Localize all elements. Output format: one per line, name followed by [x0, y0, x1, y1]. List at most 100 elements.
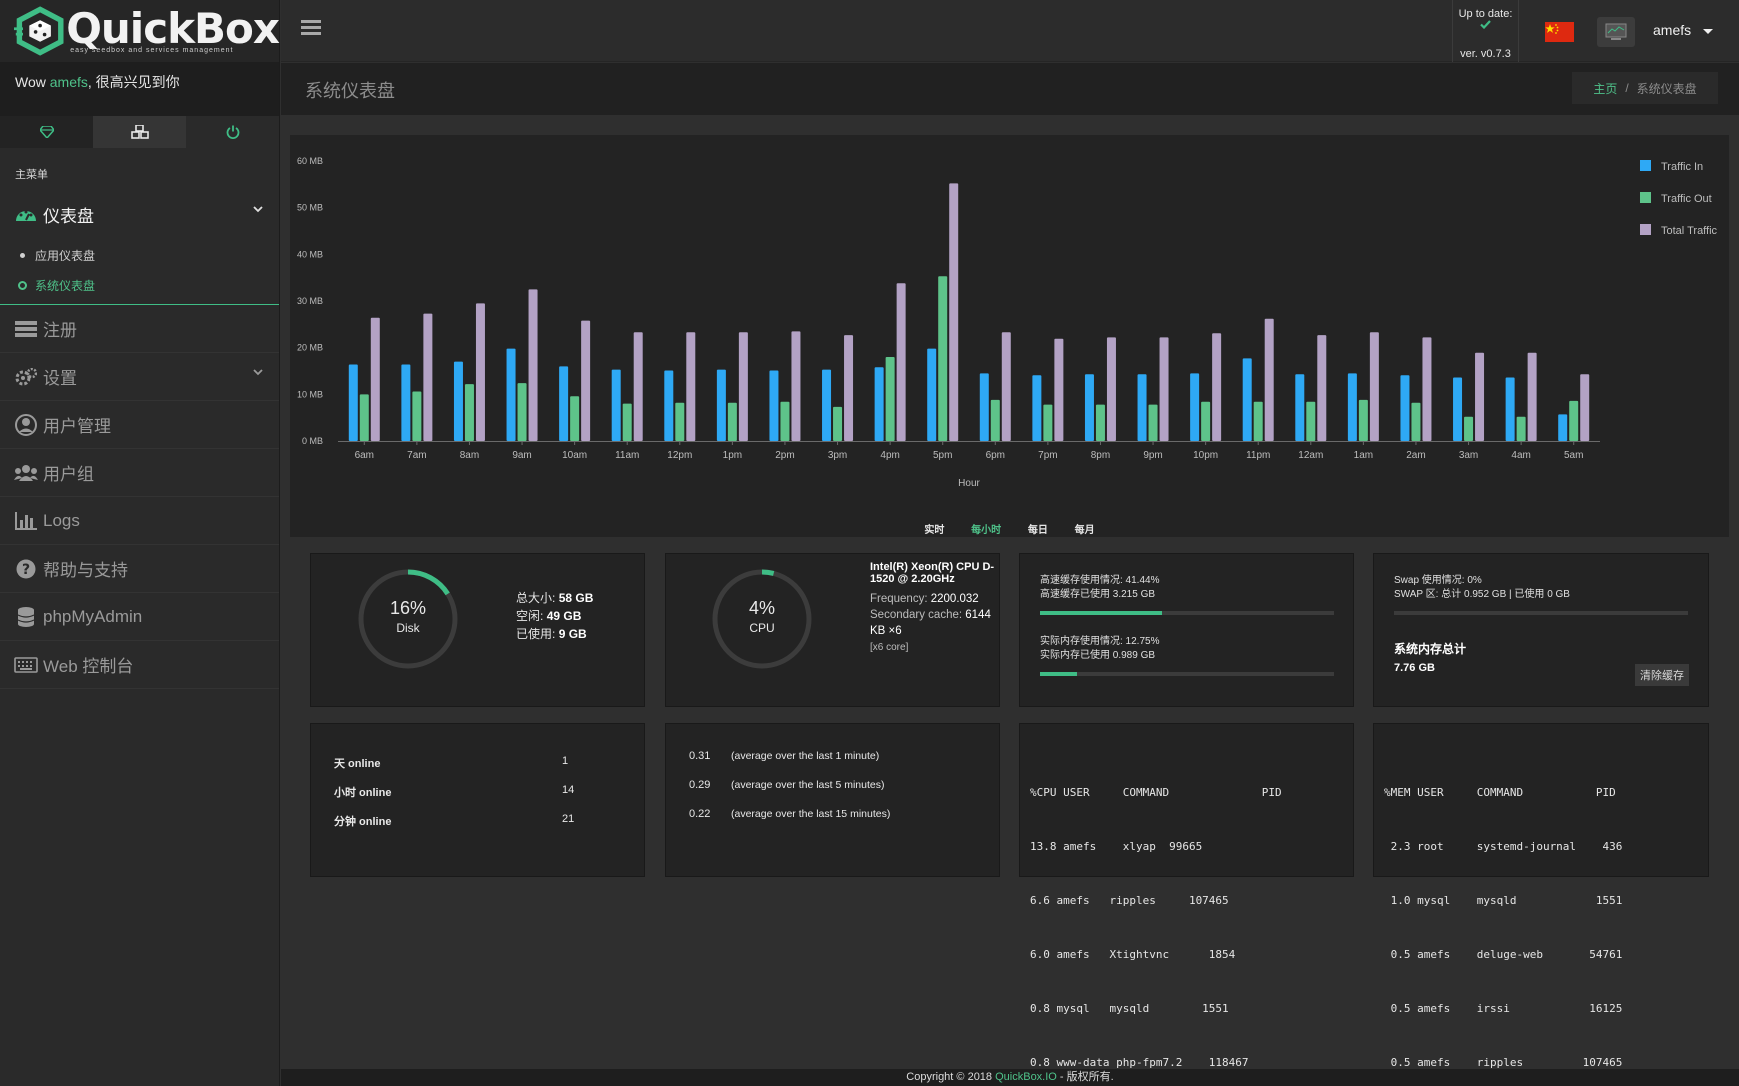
chart-bar: [844, 335, 854, 441]
cache-usage: 高速缓存使用情况: 41.44%: [1040, 575, 1160, 586]
mem-process-row: 0.5 amefs deluge-web 54761: [1384, 948, 1623, 961]
chart-bar: [1453, 377, 1463, 441]
menu-toggle-icon[interactable]: [301, 20, 321, 36]
chart-bar: [1505, 377, 1515, 441]
welcome-username[interactable]: amefs: [49, 74, 88, 90]
sidebar-item-phpmyadmin[interactable]: phpMyAdmin: [0, 593, 279, 641]
chart-bar: [727, 402, 737, 441]
chart-bar: [896, 283, 906, 441]
disk-free-label: 空闲:: [516, 609, 544, 623]
sidebar-item-user-management[interactable]: 用户管理: [0, 401, 279, 449]
chart-bar: [949, 183, 959, 441]
chart-bar: [453, 361, 463, 441]
sidebar-tab-bar: [0, 116, 279, 148]
chart-bar: [1106, 337, 1116, 441]
tab-logout[interactable]: [186, 116, 279, 148]
chart-bar: [1190, 373, 1200, 441]
sidebar-item-web-console[interactable]: Web 控制台: [0, 641, 279, 689]
tab-monthly[interactable]: 每月: [1074, 525, 1095, 536]
chart-period-tabs: 实时 每小时 每日 每月: [290, 521, 1729, 536]
caret-down-icon: [1703, 29, 1714, 34]
x-tick-label: 7am: [407, 450, 426, 461]
sidebar-item-label: 设置: [43, 369, 77, 388]
tab-hourly[interactable]: 每小时: [971, 525, 1002, 536]
tab-realtime[interactable]: 实时: [924, 525, 945, 536]
users-icon: [14, 463, 38, 483]
x-tick-label: 11am: [615, 450, 639, 461]
cpu-details: Frequency: 2200.032 Secondary cache: 614…: [870, 591, 995, 656]
swap-usage-bar: [1394, 611, 1688, 615]
welcome-message: Wow amefs, 很高兴见到你: [0, 62, 279, 116]
mem-process-row: 0.5 amefs ripples 107465: [1384, 1056, 1623, 1069]
sidebar-item-label: 帮助与支持: [43, 561, 128, 580]
x-tick-label: 6am: [355, 450, 374, 461]
bullet-active-icon: [18, 280, 27, 290]
breadcrumb-home[interactable]: 主页: [1593, 81, 1618, 96]
chart-bar: [885, 357, 895, 441]
cpu-label: CPU: [749, 621, 775, 635]
online-value-day: 1: [562, 755, 569, 767]
sidebar-item-dashboard[interactable]: 仪表盘: [0, 190, 279, 238]
system-monitor-button[interactable]: [1597, 17, 1635, 47]
chart-bar: [559, 366, 569, 441]
subitem-label: 系统仪表盘: [35, 278, 96, 293]
chart-bar: [1264, 318, 1274, 441]
sidebar-item-user-groups[interactable]: 用户组: [0, 449, 279, 497]
footer-link[interactable]: QuickBox.IO: [995, 1071, 1057, 1083]
chart-bar: [1253, 401, 1263, 441]
sidebar-item-logs[interactable]: Logs: [0, 497, 279, 545]
x-tick-label: 10am: [562, 450, 587, 461]
x-tick-label: 1pm: [723, 450, 742, 461]
chart-bar: [979, 373, 989, 441]
legend-swatch: [1640, 192, 1651, 203]
disk-panel: 16% Disk 总大小: 58 GB 空闲: 49 GB 已使用: 9 GB: [310, 553, 645, 707]
sidebar-item-label: phpMyAdmin: [43, 606, 143, 626]
sidebar: QuickBox easy seedbox and services manag…: [0, 0, 280, 1086]
real-mem-used: 实际内存已使用 0.989 GB: [1040, 650, 1156, 661]
chart-bar: [927, 348, 937, 441]
traffic-chart-panel: 0 MB 10 MB 20 MB 30 MB 40 MB 50 MB 60 MB 6am 7am…: [290, 135, 1729, 537]
x-tick-label: 4pm: [880, 450, 899, 461]
chart-bar: [506, 348, 516, 441]
online-value-hour: 14: [562, 784, 575, 796]
user-dropdown[interactable]: amefs: [1653, 22, 1714, 38]
cpu-process-row: 13.8 amefs xlyap 99665: [1030, 840, 1203, 853]
power-icon: [226, 125, 239, 139]
sidebar-item-settings[interactable]: 设置: [0, 353, 279, 401]
cpu-freq: 2200.032: [930, 593, 979, 605]
update-status: Up to date: ver. v0.7.3: [1452, 0, 1519, 62]
cpu-panel: 4% CPU Intel(R) Xeon(R) CPU D-1520 @ 2.2…: [665, 553, 1000, 707]
chart-bar: [1212, 333, 1222, 441]
language-flag-cn-icon[interactable]: [1545, 22, 1574, 42]
chart-bar: [1084, 374, 1094, 441]
chart-bar: [874, 367, 884, 441]
chart-bar: [1516, 416, 1526, 441]
sidebar-subitem-app-dashboard[interactable]: 应用仪表盘: [20, 240, 279, 270]
chart-bar: [1369, 332, 1379, 441]
sidebar-subitem-system-dashboard[interactable]: 系统仪表盘: [18, 270, 279, 300]
user-circle-icon: [14, 413, 38, 436]
update-status-text: Up to date:: [1458, 8, 1513, 20]
sidebar-item-help[interactable]: ? 帮助与支持: [0, 545, 279, 593]
logo[interactable]: QuickBox easy seedbox and services manag…: [0, 0, 280, 62]
tab-apps[interactable]: [93, 116, 186, 148]
clear-cache-button[interactable]: 清除缓存: [1635, 664, 1689, 686]
x-tick-label: 5pm: [933, 450, 952, 461]
chart-bar: [738, 332, 748, 441]
y-tick-label: 0 MB: [302, 436, 323, 446]
mem-process-panel: %MEM USER COMMAND PID 2.3 root systemd-j…: [1373, 723, 1709, 1069]
sidebar-item-register[interactable]: 注册: [0, 305, 279, 353]
tab-menu[interactable]: [0, 116, 93, 148]
chart-bar: [1001, 332, 1011, 441]
legend-label: Traffic In: [1661, 161, 1703, 173]
chart-bar: [1201, 401, 1211, 441]
tab-daily[interactable]: 每日: [1027, 525, 1048, 536]
keyboard-icon: [14, 655, 38, 675]
chevron-down-icon: [253, 369, 263, 376]
online-label-minute: 分钟 online: [334, 816, 392, 828]
cpu-percent: 4%: [748, 598, 775, 618]
cubes-icon: [130, 125, 149, 139]
chart-bar: [833, 406, 843, 441]
chart-bar: [1159, 337, 1169, 441]
sidebar-item-label: 用户组: [43, 465, 94, 484]
